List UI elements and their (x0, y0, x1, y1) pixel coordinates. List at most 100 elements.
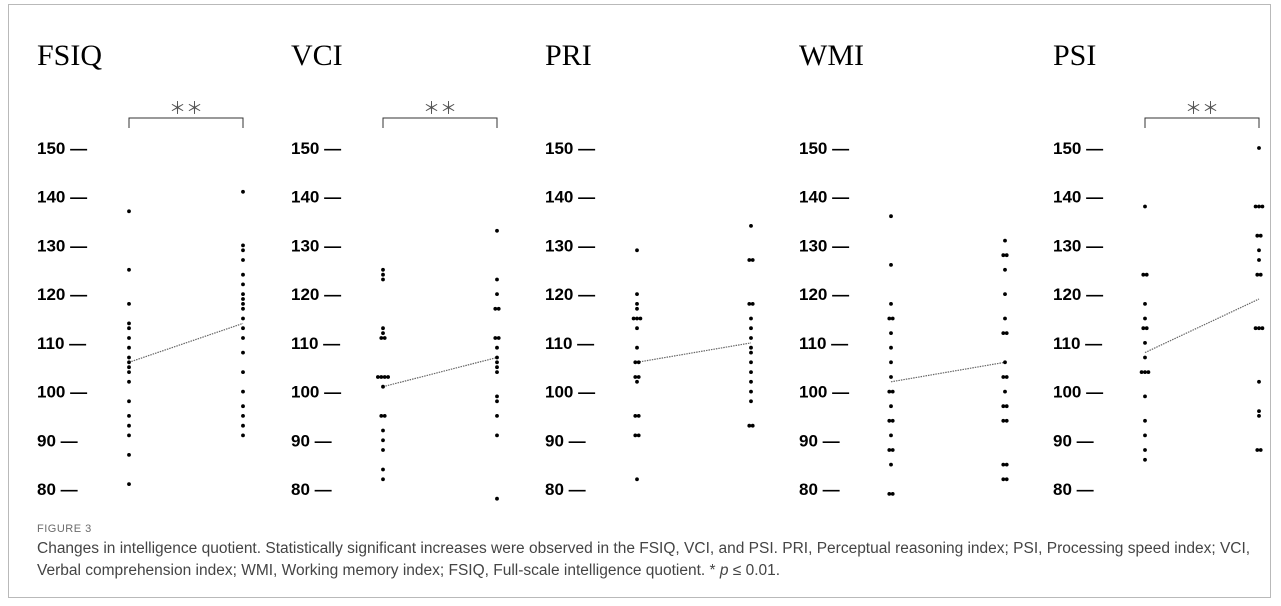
data-point-pre-1-16 (381, 448, 385, 452)
data-point-pre-3-16 (890, 448, 895, 452)
data-point-pre-4-6 (1144, 326, 1149, 331)
data-point-post-2-16 (750, 423, 755, 428)
data-point-pre-2-16 (633, 433, 638, 438)
data-point-pre-0-7 (127, 355, 131, 360)
figure-label: FIGURE 3 (37, 523, 92, 535)
data-point-post-2-0 (749, 224, 753, 228)
data-point-pre-2-5 (635, 316, 639, 321)
data-point-post-2-15 (747, 423, 752, 428)
data-point-post-1-3 (493, 306, 498, 311)
data-point-post-3-16 (1001, 462, 1006, 467)
data-point-pre-1-5 (379, 336, 384, 340)
data-point-post-1-5 (493, 336, 498, 340)
data-point-post-3-2 (1004, 253, 1009, 258)
panel-title: FSIQ (37, 39, 102, 72)
data-point-pre-3-0 (889, 214, 893, 219)
y-tick-label: 110 — (291, 334, 340, 353)
data-point-pre-0-6 (127, 345, 131, 350)
data-point-post-3-17 (1004, 462, 1009, 467)
y-tick-label: 150 — (799, 139, 849, 158)
data-point-post-0-6 (241, 292, 245, 296)
data-point-post-1-11 (495, 370, 499, 374)
data-point-pre-1-1 (381, 272, 385, 277)
data-point-pre-0-0 (127, 209, 131, 214)
data-point-post-1-6 (496, 336, 501, 340)
y-tick-label: 150 — (1053, 139, 1103, 158)
data-point-pre-0-5 (127, 336, 131, 340)
caption-tail: ≤ 0.01. (728, 562, 781, 579)
y-tick-label: 130 — (799, 236, 849, 255)
data-point-pre-1-8 (379, 375, 384, 379)
data-point-post-0-14 (241, 370, 245, 374)
data-point-pre-4-10 (1143, 370, 1147, 374)
data-point-post-2-3 (747, 302, 752, 306)
data-point-pre-3-10 (890, 389, 895, 394)
y-tick-label: 130 — (1053, 236, 1103, 255)
data-point-post-1-14 (495, 414, 499, 418)
data-point-post-3-5 (1003, 316, 1007, 321)
data-point-pre-3-1 (889, 263, 893, 267)
data-point-pre-4-7 (1143, 341, 1147, 345)
significance-bracket (1144, 117, 1260, 128)
y-tick-label: 80 — (1053, 480, 1094, 499)
y-tick-label: 140 — (37, 188, 87, 207)
data-point-pre-4-16 (1143, 457, 1147, 462)
data-point-post-1-15 (495, 433, 499, 438)
data-point-post-3-13 (1004, 404, 1009, 409)
data-point-pre-0-15 (127, 433, 131, 438)
data-point-post-3-14 (1001, 418, 1006, 423)
y-tick-label: 90 — (545, 431, 586, 450)
figure-caption: Changes in intelligence quotient. Statis… (37, 538, 1262, 582)
data-point-pre-4-1 (1141, 272, 1146, 277)
data-point-post-3-12 (1001, 404, 1006, 409)
data-point-pre-3-18 (887, 492, 892, 496)
caption-text: Changes in intelligence quotient. Statis… (37, 540, 1251, 579)
data-point-pre-3-19 (890, 492, 895, 496)
y-tick-label: 100 — (1053, 383, 1103, 402)
data-point-pre-0-17 (127, 482, 131, 486)
data-point-pre-0-3 (127, 321, 131, 326)
y-tick-label: 90 — (799, 431, 840, 450)
data-point-post-2-6 (749, 326, 753, 331)
data-point-pre-3-11 (889, 404, 893, 409)
figure-frame: FSIQ 80 — 90 — 100 — 110 — 120 — 130 — 140 — 150… (8, 4, 1271, 598)
data-point-post-4-16 (1255, 448, 1260, 452)
data-point-pre-1-13 (382, 414, 387, 418)
y-tick-label: 80 — (545, 480, 586, 499)
y-tick-label: 100 — (37, 383, 87, 402)
y-tick-label: 120 — (291, 285, 341, 304)
data-point-post-3-10 (1004, 375, 1009, 379)
data-point-post-2-4 (750, 302, 755, 306)
chart-panel-pri: PRI 80 — 90 — 100 — 110 — 120 — 130 — 140 — 150 … (545, 39, 755, 499)
data-point-post-1-1 (495, 277, 499, 282)
significance-bracket (128, 117, 244, 128)
data-point-post-3-15 (1004, 418, 1009, 423)
chart-panel-psi: PSI 80 — 90 — 100 — 110 — 120 — 130 — 140 — 150 … (1053, 39, 1265, 499)
data-point-pre-2-11 (633, 375, 638, 379)
data-point-pre-4-4 (1143, 316, 1147, 321)
data-point-pre-1-7 (376, 375, 380, 379)
data-point-post-3-9 (1001, 375, 1006, 379)
data-point-pre-0-12 (127, 399, 131, 404)
significance-bracket (382, 117, 498, 128)
data-point-pre-2-7 (635, 326, 639, 331)
data-point-pre-4-11 (1146, 370, 1151, 374)
data-point-post-2-8 (749, 345, 753, 350)
data-point-post-0-16 (241, 404, 245, 409)
chart-panel-wmi: WMI 80 — 90 — 100 — 110 — 120 — 130 — 140 — 150 … (799, 39, 1009, 499)
data-point-pre-0-2 (127, 302, 131, 306)
data-point-pre-0-4 (127, 326, 131, 331)
data-point-post-0-3 (241, 258, 245, 262)
panel-title: WMI (799, 39, 864, 72)
data-point-post-1-8 (495, 355, 499, 360)
data-point-post-2-14 (749, 399, 753, 404)
data-point-pre-1-0 (381, 267, 385, 272)
data-point-post-4-4 (1255, 233, 1260, 238)
y-tick-label: 90 — (291, 431, 332, 450)
y-tick-label: 150 — (37, 139, 87, 158)
data-point-pre-4-8 (1143, 355, 1147, 360)
data-point-pre-2-12 (636, 375, 641, 379)
data-point-pre-2-6 (638, 316, 643, 321)
data-point-pre-1-15 (381, 438, 385, 443)
data-point-post-3-18 (1001, 477, 1006, 482)
